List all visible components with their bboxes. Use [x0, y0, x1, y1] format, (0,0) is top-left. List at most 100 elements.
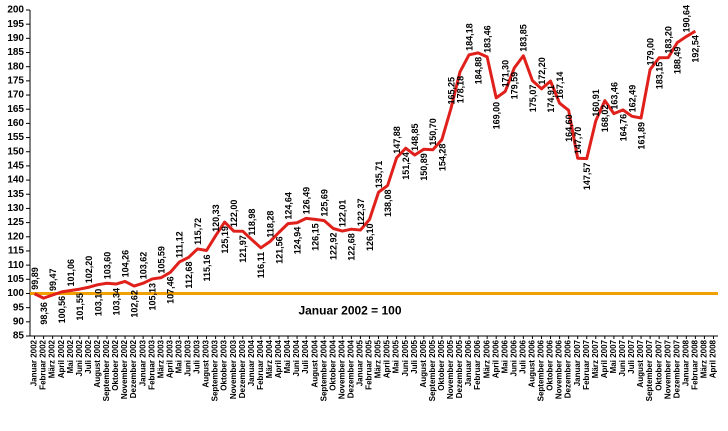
- x-tick-label: April 2002: [57, 339, 66, 378]
- value-label: 174,91: [546, 85, 556, 113]
- x-tick-label: April 2005: [383, 339, 392, 378]
- value-label: 122,01: [338, 200, 348, 228]
- y-tick-label: 110: [8, 260, 25, 271]
- x-tick-label: September 2007: [645, 339, 654, 401]
- x-tick-label: Mai 2006: [500, 339, 509, 373]
- x-tick-label: März 2007: [591, 339, 600, 378]
- value-label: 150,70: [428, 118, 438, 146]
- x-tick-label: September 2003: [211, 339, 220, 401]
- value-label: 172,20: [537, 57, 547, 85]
- value-label: 188,49: [673, 47, 683, 75]
- x-tick-label: April 2007: [600, 339, 609, 378]
- x-tick-label: April 2008: [709, 339, 718, 378]
- x-tick-label: Juli 2006: [518, 339, 527, 373]
- x-tick-label: November 2007: [663, 339, 672, 399]
- x-tick-label: November 2005: [446, 339, 455, 399]
- value-label: 164,76: [618, 114, 628, 142]
- x-tick-label: Oktober 2005: [437, 339, 446, 390]
- value-label: 111,12: [175, 231, 185, 258]
- x-tick-label: August 2007: [636, 339, 645, 387]
- x-tick-label: September 2002: [102, 339, 111, 401]
- x-tick-label: Juli 2005: [410, 339, 419, 373]
- value-label: 103,10: [93, 289, 103, 317]
- x-tick-label: Dezember 2007: [672, 339, 681, 398]
- x-tick-label: Januar 2005: [356, 339, 365, 386]
- value-label: 179,00: [645, 38, 655, 66]
- reference-label: Januar 2002 = 100: [298, 304, 401, 318]
- value-label: 150,89: [419, 153, 429, 181]
- y-tick-label: 95: [13, 302, 25, 313]
- y-tick-label: 185: [7, 47, 24, 58]
- x-tick-label: November 2003: [229, 339, 238, 399]
- x-tick-label: Dezember 2005: [455, 339, 464, 398]
- value-label: 151,24: [401, 152, 411, 180]
- value-label: 116,11: [256, 252, 266, 279]
- x-tick-label: Mai 2007: [609, 339, 618, 373]
- y-tick-label: 155: [7, 132, 24, 143]
- value-label: 162,49: [627, 85, 637, 113]
- x-tick-label: Mai 2005: [392, 339, 401, 373]
- value-label: 125,19: [220, 226, 230, 254]
- y-tick-label: 180: [7, 61, 24, 72]
- y-tick-label: 120: [7, 231, 24, 242]
- x-tick-label: April 2006: [491, 339, 500, 378]
- x-tick-label: Januar 2007: [573, 339, 582, 386]
- x-tick-label: Oktober 2006: [546, 339, 555, 390]
- x-tick-label: Juni 2005: [401, 339, 410, 376]
- value-label: 147,70: [573, 127, 583, 155]
- value-label: 121,97: [238, 235, 248, 263]
- value-label: 126,49: [301, 187, 311, 215]
- x-tick-label: November 2006: [555, 339, 564, 399]
- value-label: 99,89: [30, 267, 40, 290]
- value-label: 120,33: [211, 204, 221, 232]
- value-label: 122,68: [347, 233, 357, 261]
- value-label: 175,07: [528, 85, 538, 113]
- value-label: 184,18: [464, 23, 474, 51]
- value-label: 103,60: [102, 252, 112, 280]
- y-tick-label: 105: [7, 274, 24, 285]
- value-label: 154,28: [437, 144, 447, 172]
- value-label: 126,15: [311, 223, 321, 251]
- x-tick-label: Juli 2007: [627, 339, 636, 373]
- value-label: 184,88: [473, 57, 483, 85]
- x-tick-label: September 2004: [319, 339, 328, 401]
- value-label: 125,69: [320, 189, 330, 217]
- x-tick-label: November 2004: [337, 339, 346, 399]
- value-label: 107,46: [166, 276, 176, 304]
- x-tick-label: Februar 2005: [365, 339, 374, 389]
- value-label: 183,85: [519, 24, 529, 52]
- value-label: 124,64: [283, 192, 293, 220]
- value-label: 167,14: [555, 72, 565, 100]
- x-tick-label: Juli 2002: [84, 339, 93, 373]
- x-tick-label: März 2004: [265, 339, 274, 378]
- y-tick-label: 170: [7, 90, 24, 101]
- value-label: 122,00: [229, 200, 239, 228]
- x-tick-label: August 2004: [310, 339, 319, 387]
- x-tick-label: Juni 2006: [509, 339, 518, 376]
- value-label: 168,02: [600, 105, 610, 133]
- y-tick-label: 125: [7, 217, 24, 228]
- value-label: 104,26: [120, 250, 130, 278]
- x-tick-label: Mai 2003: [174, 339, 183, 373]
- x-tick-label: Februar 2008: [690, 339, 699, 389]
- x-tick-label: März 2006: [482, 339, 491, 378]
- value-label: 99,47: [48, 268, 58, 291]
- x-tick-label: Dezember 2003: [238, 339, 247, 398]
- x-tick-label: August 2006: [528, 339, 537, 387]
- value-label: 160,91: [591, 89, 601, 117]
- value-label: 148,85: [410, 123, 420, 151]
- value-label: 101,55: [75, 293, 85, 321]
- x-tick-label: August 2005: [419, 339, 428, 387]
- value-label: 183,15: [655, 62, 665, 90]
- value-label: 190,64: [682, 5, 692, 33]
- value-label: 163,46: [609, 82, 619, 110]
- value-label: 100,56: [57, 296, 67, 324]
- y-tick-label: 130: [7, 203, 24, 214]
- value-label: 124,94: [292, 227, 302, 255]
- x-tick-label: Oktober 2004: [328, 339, 337, 390]
- x-tick-label: Februar 2004: [256, 339, 265, 389]
- value-label: 161,89: [636, 122, 646, 150]
- value-label: 115,16: [202, 255, 212, 282]
- x-tick-label: Juni 2002: [75, 339, 84, 376]
- x-tick-label: Januar 2008: [681, 339, 690, 386]
